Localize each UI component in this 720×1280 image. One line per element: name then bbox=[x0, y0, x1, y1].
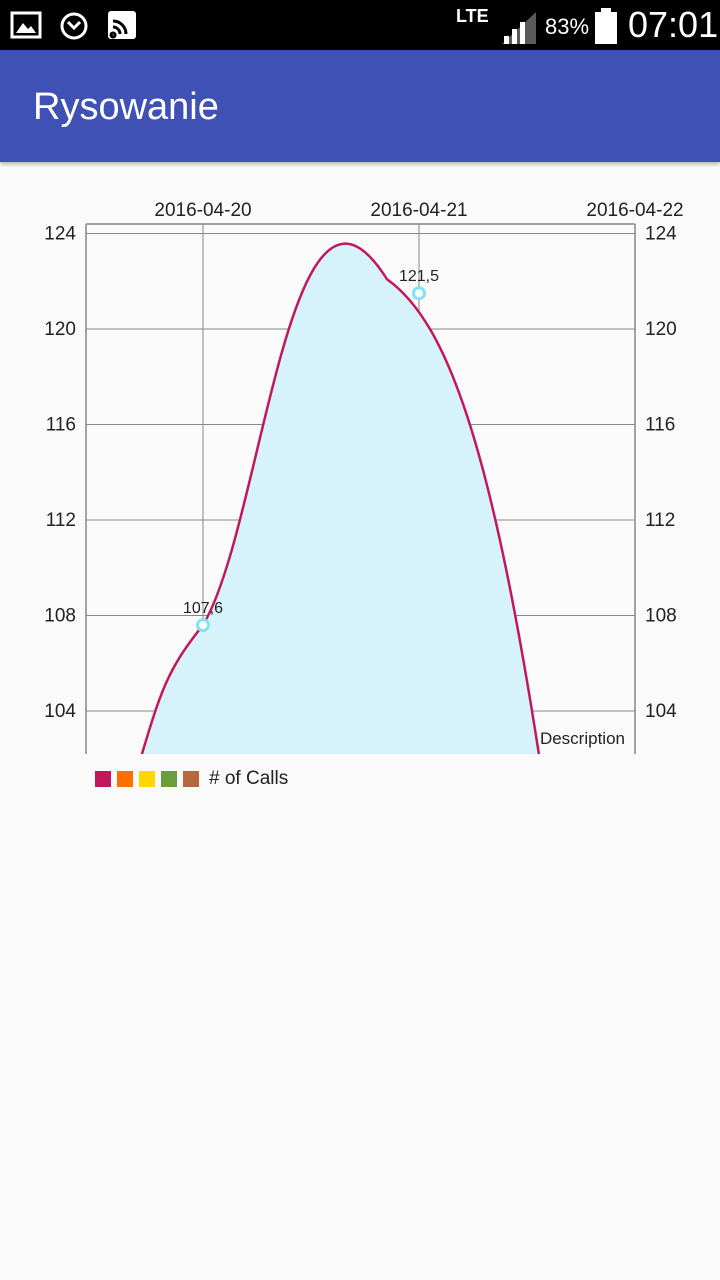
y-tick-label-left: 104 bbox=[44, 701, 76, 722]
y-tick-label-left: 124 bbox=[44, 224, 76, 245]
y-tick-label-right: 120 bbox=[645, 319, 677, 340]
battery-icon bbox=[595, 8, 617, 44]
status-bar: LTE 83% 07:01 bbox=[0, 0, 720, 50]
y-tick-label-right: 108 bbox=[645, 606, 677, 627]
legend-swatch bbox=[183, 771, 199, 787]
chart-description: Description bbox=[540, 729, 625, 748]
x-tick-label: 2016-04-21 bbox=[370, 200, 467, 221]
data-point bbox=[196, 618, 210, 633]
y-tick-label-right: 104 bbox=[645, 701, 677, 722]
battery-percent: 83% bbox=[545, 14, 590, 39]
chart: 124 124 120 120 116 116 112 112 108 108 104 104 2016… bbox=[0, 162, 720, 802]
legend-swatch bbox=[161, 771, 177, 787]
y-tick-label-left: 120 bbox=[44, 319, 76, 340]
y-tick-label-right: 112 bbox=[645, 510, 675, 531]
data-point bbox=[412, 286, 426, 301]
y-tick-label-right: 116 bbox=[645, 415, 675, 436]
network-type: LTE bbox=[456, 6, 489, 26]
y-tick-label-right: 124 bbox=[645, 224, 677, 245]
legend-swatch bbox=[117, 771, 133, 787]
y-tick-label-left: 116 bbox=[46, 415, 76, 436]
signal-icon bbox=[502, 12, 536, 44]
legend-swatch bbox=[139, 771, 155, 787]
image-icon bbox=[10, 11, 42, 39]
series-area-fill bbox=[141, 243, 539, 754]
data-value-label: 107,6 bbox=[183, 600, 223, 617]
x-tick-label: 2016-04-20 bbox=[154, 200, 251, 221]
app-title: Rysowanie bbox=[33, 86, 219, 128]
y-tick-label-left: 112 bbox=[46, 510, 76, 531]
clock: 07:01 bbox=[628, 4, 719, 45]
y-tick-label-left: 108 bbox=[44, 606, 76, 627]
chart-legend: # of Calls bbox=[95, 767, 288, 791]
app-bar: Rysowanie bbox=[0, 50, 720, 162]
alarm-icon bbox=[60, 12, 88, 40]
x-tick-label: 2016-04-22 bbox=[586, 200, 683, 221]
line-chart: 124 124 120 120 116 116 112 112 108 108 104 104 2016… bbox=[44, 200, 684, 754]
legend-label: # of Calls bbox=[209, 768, 289, 789]
series-line bbox=[140, 242, 541, 754]
legend-swatch bbox=[95, 771, 111, 787]
data-value-label: 121,5 bbox=[399, 268, 439, 285]
cast-icon bbox=[108, 11, 136, 39]
